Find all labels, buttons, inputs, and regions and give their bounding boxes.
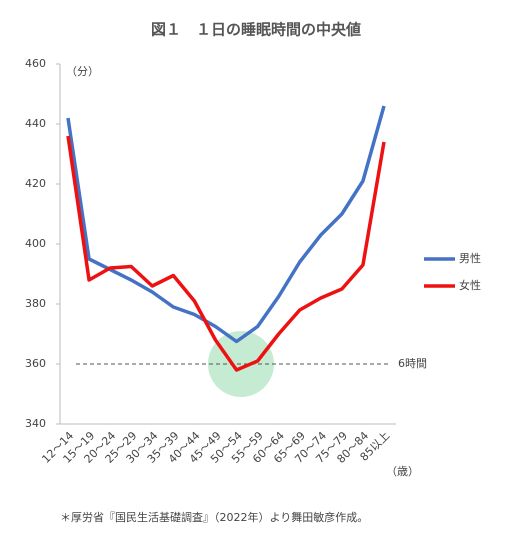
y-tick-label: 360 bbox=[25, 357, 46, 370]
legend-label: 男性 bbox=[459, 251, 481, 265]
y-tick-label: 340 bbox=[25, 417, 46, 430]
series-line bbox=[66, 135, 386, 372]
y-tick-label: 460 bbox=[25, 57, 46, 70]
y-unit: （分） bbox=[66, 65, 99, 78]
series-line bbox=[66, 105, 386, 344]
y-tick-label: 420 bbox=[25, 177, 46, 190]
x-unit: （歳） bbox=[386, 465, 419, 478]
chart-title: 図１ １日の睡眠時間の中央値 bbox=[151, 21, 361, 39]
reference-label: 6時間 bbox=[398, 357, 427, 370]
legend-label: 女性 bbox=[459, 278, 481, 292]
footnote: ＊厚労省『国民生活基礎調査』（2022年）より舞田敏彦作成。 bbox=[60, 510, 368, 524]
y-tick-label: 440 bbox=[25, 117, 46, 130]
y-tick-label: 400 bbox=[25, 237, 46, 250]
y-tick-label: 380 bbox=[25, 297, 46, 310]
